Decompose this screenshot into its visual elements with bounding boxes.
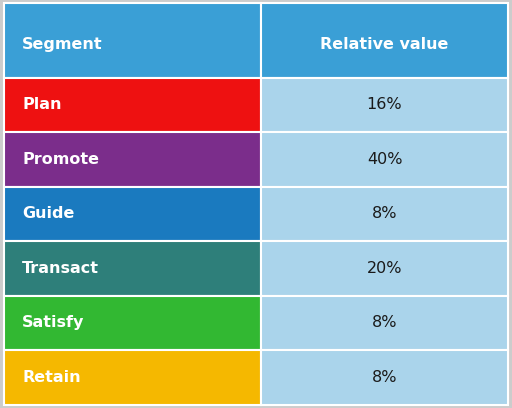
FancyBboxPatch shape bbox=[4, 296, 261, 350]
FancyBboxPatch shape bbox=[261, 186, 508, 241]
Text: Relative value: Relative value bbox=[321, 37, 449, 52]
Text: 40%: 40% bbox=[367, 152, 402, 167]
FancyBboxPatch shape bbox=[261, 3, 508, 78]
FancyBboxPatch shape bbox=[4, 186, 261, 241]
Text: 8%: 8% bbox=[372, 370, 397, 385]
Text: Guide: Guide bbox=[22, 206, 74, 222]
FancyBboxPatch shape bbox=[261, 132, 508, 186]
Text: 8%: 8% bbox=[372, 206, 397, 222]
Text: Promote: Promote bbox=[22, 152, 99, 167]
FancyBboxPatch shape bbox=[4, 350, 261, 405]
FancyBboxPatch shape bbox=[4, 241, 261, 296]
Text: 8%: 8% bbox=[372, 315, 397, 330]
Text: Plan: Plan bbox=[22, 98, 61, 112]
FancyBboxPatch shape bbox=[4, 3, 261, 78]
Text: 20%: 20% bbox=[367, 261, 402, 276]
Text: Retain: Retain bbox=[22, 370, 81, 385]
Text: Transact: Transact bbox=[22, 261, 99, 276]
Text: Satisfy: Satisfy bbox=[22, 315, 84, 330]
FancyBboxPatch shape bbox=[261, 350, 508, 405]
FancyBboxPatch shape bbox=[261, 241, 508, 296]
Text: 16%: 16% bbox=[367, 98, 402, 112]
FancyBboxPatch shape bbox=[261, 78, 508, 132]
FancyBboxPatch shape bbox=[4, 78, 261, 132]
Text: Segment: Segment bbox=[22, 37, 102, 52]
FancyBboxPatch shape bbox=[261, 296, 508, 350]
FancyBboxPatch shape bbox=[4, 132, 261, 186]
